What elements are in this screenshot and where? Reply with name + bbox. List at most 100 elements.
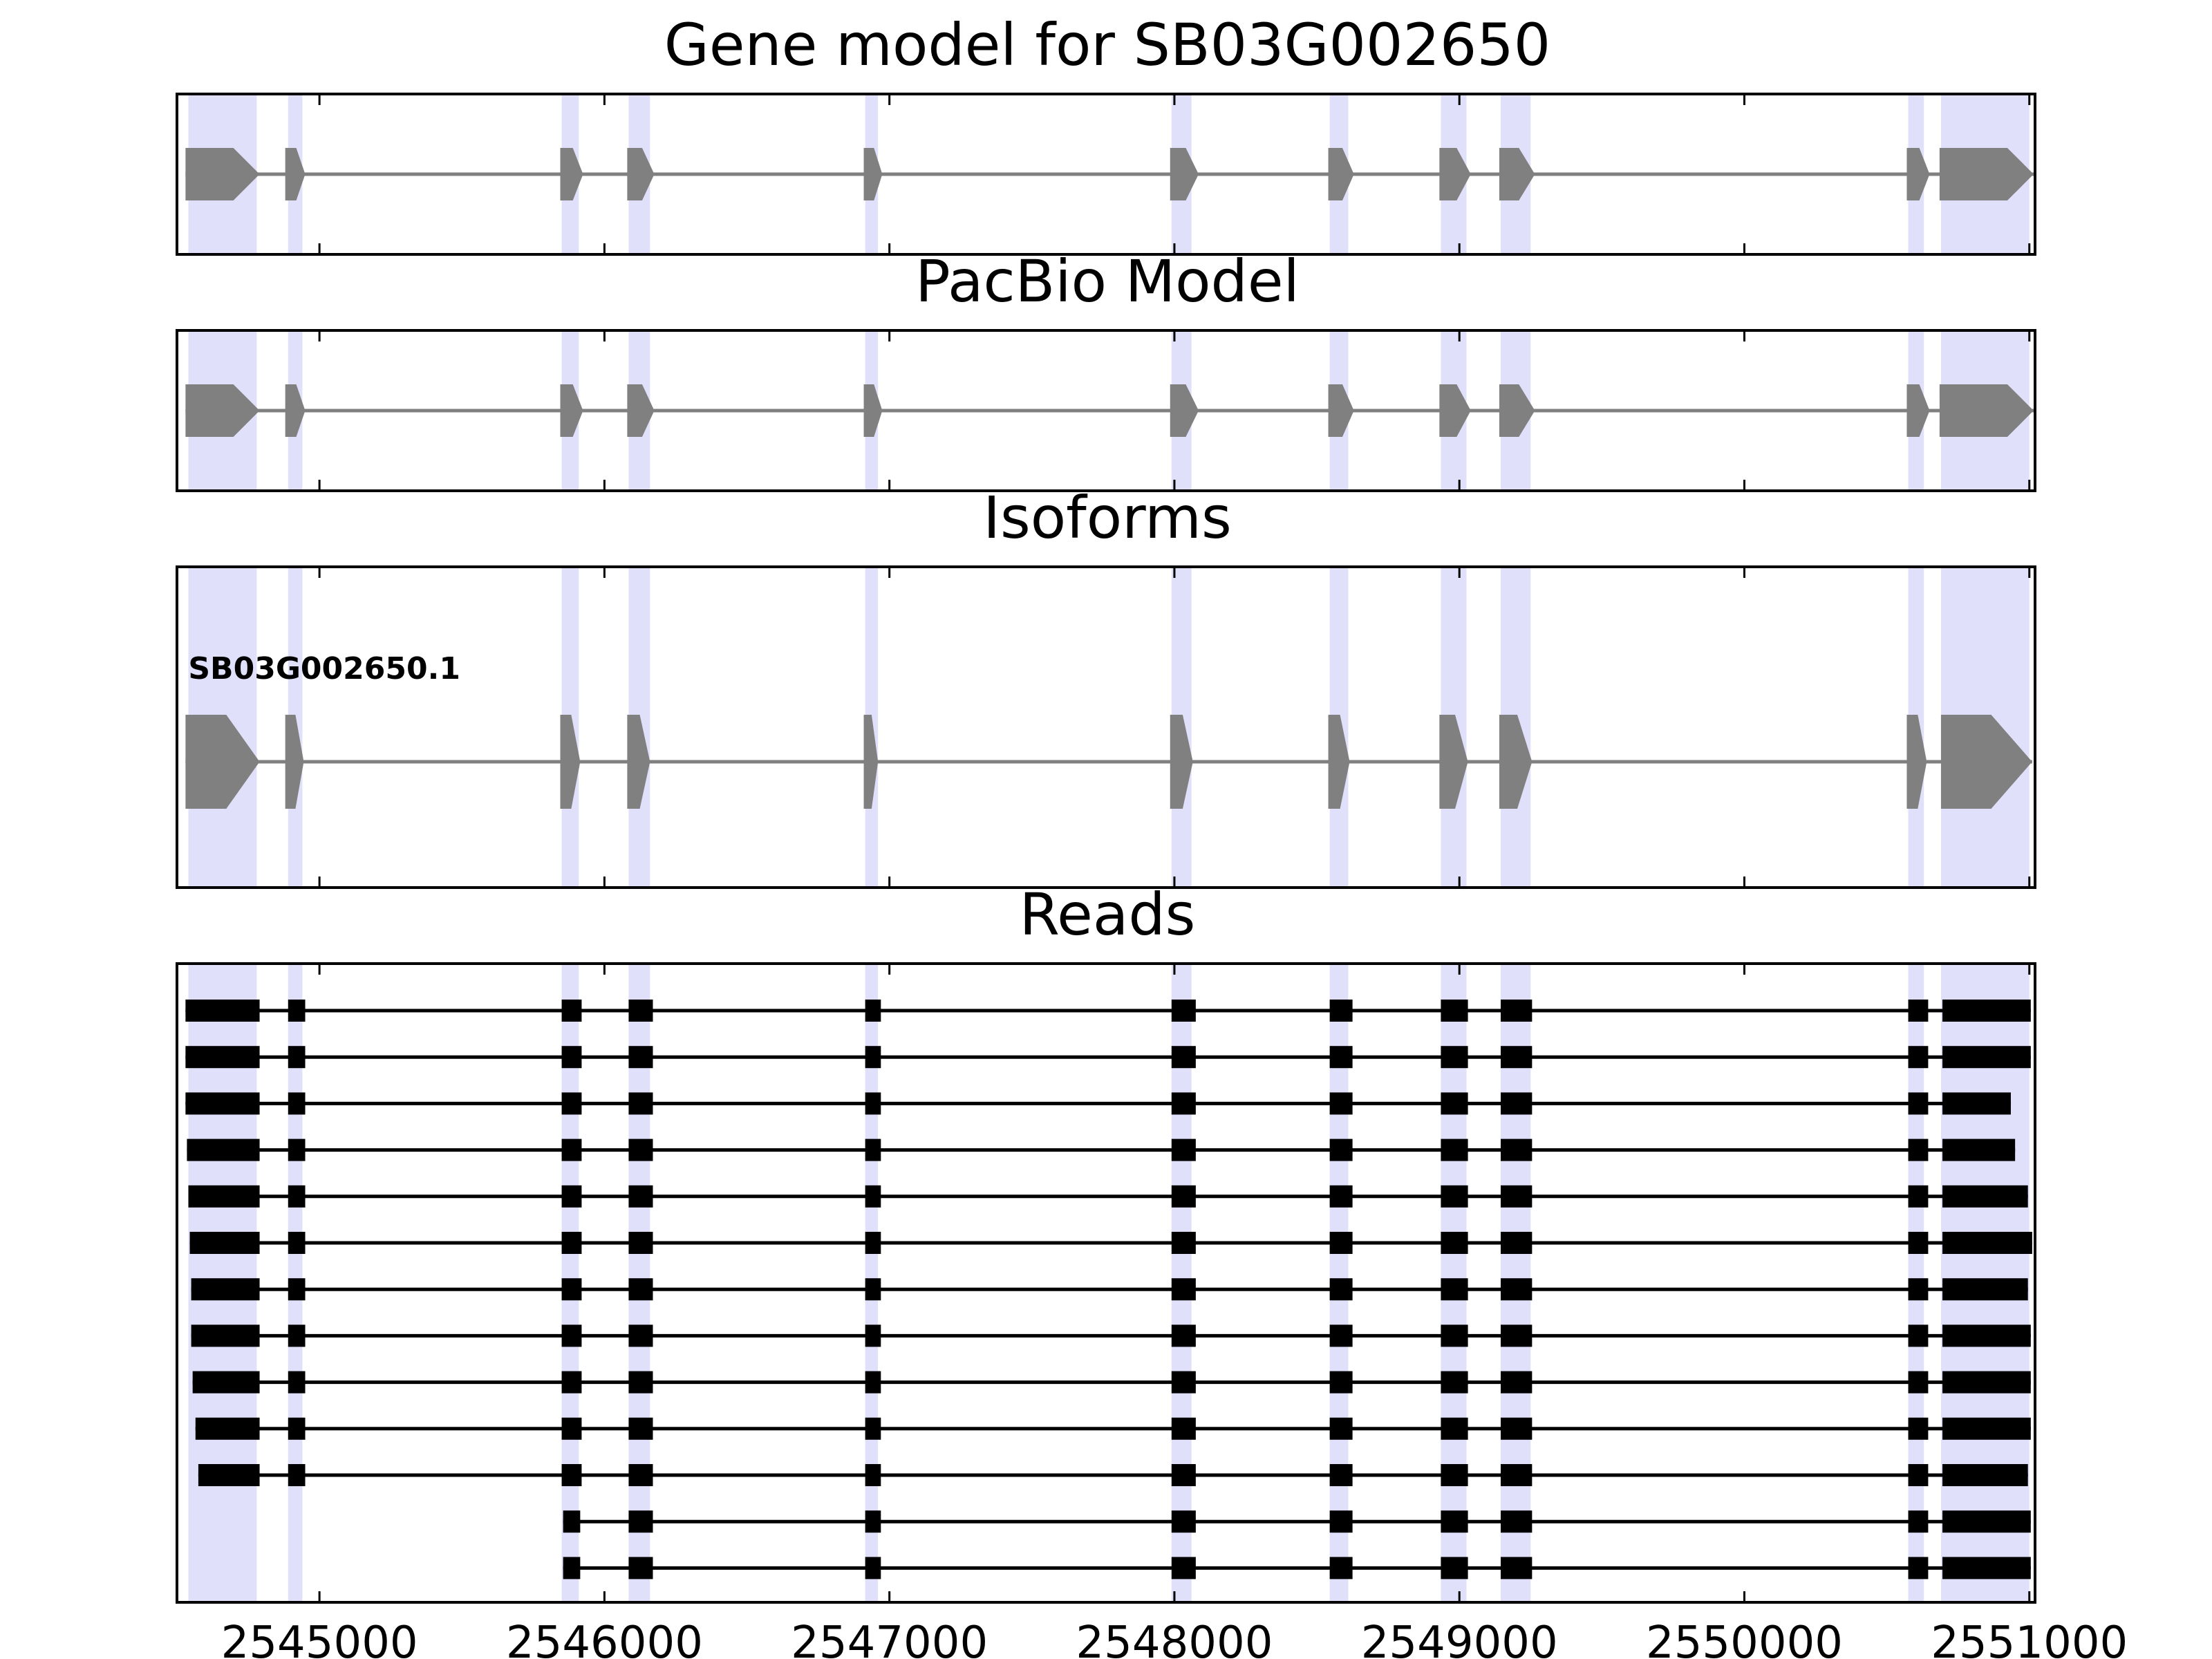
read-exon-block: [1908, 1417, 1929, 1440]
read-exon-block: [1329, 1046, 1353, 1069]
read-exon-block: [628, 1138, 653, 1161]
read-exon-block: [1500, 1324, 1533, 1347]
exon-block: [1439, 148, 1471, 200]
read-exon-block: [1908, 1324, 1929, 1347]
read-exon-block: [288, 1324, 306, 1347]
read-exon-block: [628, 1324, 653, 1347]
exon-block: [1170, 384, 1199, 437]
read-exon-block: [1500, 1185, 1533, 1208]
read-exon-block: [1171, 1557, 1196, 1580]
x-tick-label: 2548000: [1076, 1618, 1273, 1659]
read-exon-block: [1908, 1510, 1929, 1533]
read-exon-block: [1441, 1278, 1468, 1301]
read-exon-block: [288, 1278, 306, 1301]
exon-block: [627, 148, 655, 200]
read-exon-block: [1329, 1138, 1353, 1161]
exon-block: [1439, 715, 1468, 809]
read-exon-block: [1908, 1138, 1929, 1161]
read-exon-block: [1441, 1371, 1468, 1394]
read-exon-block: [1329, 1185, 1353, 1208]
read-exon-block: [1329, 1278, 1353, 1301]
read-exon-block: [288, 1138, 306, 1161]
exon-block: [1328, 715, 1350, 809]
read-exon-block: [191, 1324, 260, 1347]
read-exon-block: [1329, 1417, 1353, 1440]
read-row: [185, 1000, 2031, 1022]
read-exon-block: [1441, 1000, 1468, 1022]
exon-block: [863, 715, 879, 809]
exon-block: [1939, 148, 2034, 200]
read-exon-block: [1171, 1417, 1196, 1440]
exon-block: [1499, 384, 1535, 437]
exon-block: [1939, 384, 2034, 437]
read-exon-block: [561, 1278, 582, 1301]
exon-block: [285, 148, 306, 200]
x-axis: 2545000 2546000 2547000 2548000 2549000 25500…: [221, 1618, 2128, 1659]
read-row: [195, 1417, 2031, 1440]
read-exon-block: [189, 1232, 260, 1254]
read-exon-block: [561, 1092, 582, 1115]
read-exon-block: [288, 1000, 306, 1022]
read-exon-block: [1908, 1000, 1929, 1022]
x-tick-label: 2550000: [1646, 1618, 1843, 1659]
read-row: [192, 1371, 2031, 1394]
read-exon-block: [185, 1092, 260, 1115]
read-exon-block: [1329, 1557, 1353, 1580]
read-exon-block: [865, 1000, 881, 1022]
exon-block: [1328, 148, 1354, 200]
read-exon-block: [1171, 1185, 1196, 1208]
exon-block: [1499, 148, 1535, 200]
read-exon-block: [1500, 1464, 1533, 1486]
read-exon-block: [1942, 1046, 2031, 1069]
read-exon-block: [192, 1371, 260, 1394]
read-exon-block: [1329, 1510, 1353, 1533]
read-exon-block: [1329, 1092, 1353, 1115]
pacbio-model-panel: [176, 329, 2036, 492]
read-exon-block: [865, 1232, 881, 1254]
read-exon-block: [1942, 1464, 2028, 1486]
read-exon-block: [1942, 1278, 2028, 1301]
read-exon-block: [191, 1278, 260, 1301]
read-exon-block: [1441, 1464, 1468, 1486]
exon-block: [627, 384, 655, 437]
exon-block: [185, 715, 260, 809]
read-row: [563, 1510, 2031, 1533]
read-exon-block: [561, 1138, 582, 1161]
exon-block: [285, 715, 304, 809]
read-exon-block: [1500, 1232, 1533, 1254]
read-exon-block: [1908, 1092, 1929, 1115]
read-exon-block: [1908, 1464, 1929, 1486]
read-exon-block: [185, 1000, 260, 1022]
read-row: [563, 1557, 2031, 1580]
read-exon-block: [865, 1046, 881, 1069]
read-exon-block: [1942, 1138, 2016, 1161]
read-exon-block: [561, 1324, 582, 1347]
isoforms-title: Isoforms: [983, 484, 1232, 552]
read-exon-block: [865, 1371, 881, 1394]
read-exon-block: [865, 1092, 881, 1115]
read-exon-block: [1171, 1510, 1196, 1533]
read-exon-block: [1171, 1371, 1196, 1394]
read-exon-block: [628, 1185, 653, 1208]
read-exon-block: [185, 1046, 260, 1069]
read-exon-block: [1942, 1185, 2028, 1208]
exon-block: [1906, 148, 1930, 200]
reads-frame: [176, 962, 2036, 1604]
read-exon-block: [1441, 1510, 1468, 1533]
reads-panel: [176, 962, 2036, 1604]
read-exon-block: [1500, 1371, 1533, 1394]
read-row: [185, 1092, 2011, 1115]
read-exon-block: [561, 1232, 582, 1254]
read-exon-block: [1171, 1324, 1196, 1347]
read-exon-block: [1500, 1138, 1533, 1161]
read-row: [189, 1232, 2032, 1254]
gene-model-title: Gene model for SB03G002650: [664, 11, 1550, 79]
read-row: [191, 1324, 2031, 1347]
read-exon-block: [1441, 1046, 1468, 1069]
read-row: [187, 1138, 2016, 1161]
read-exon-block: [288, 1464, 306, 1486]
read-exon-block: [628, 1232, 653, 1254]
read-exon-block: [288, 1371, 306, 1394]
x-tick-label: 2551000: [1931, 1618, 2128, 1659]
